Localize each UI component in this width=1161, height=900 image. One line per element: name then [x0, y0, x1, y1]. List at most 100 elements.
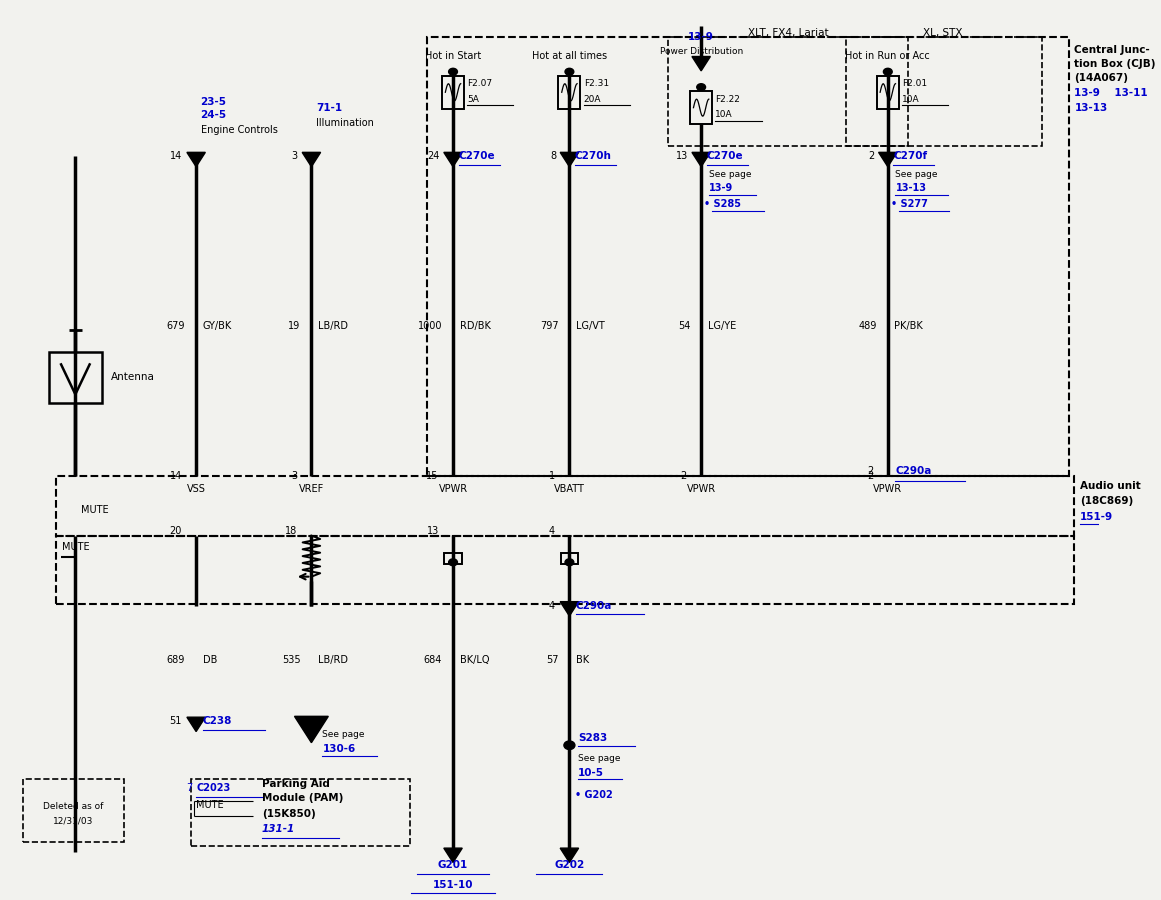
Text: VPWR: VPWR: [439, 483, 468, 493]
Text: (18C869): (18C869): [1080, 496, 1133, 507]
Bar: [190, 779, 410, 846]
Text: C270h: C270h: [575, 151, 612, 161]
Circle shape: [884, 68, 892, 76]
Text: LG/VT: LG/VT: [576, 321, 605, 331]
Text: C290a: C290a: [576, 601, 612, 611]
Text: 489: 489: [858, 321, 877, 331]
Text: C270e: C270e: [707, 151, 743, 161]
Text: 2: 2: [868, 151, 874, 161]
Text: VSS: VSS: [187, 483, 205, 493]
Bar: [877, 76, 899, 109]
Text: 12/31/03: 12/31/03: [53, 817, 93, 826]
Text: Audio unit: Audio unit: [1080, 481, 1141, 491]
Text: 2: 2: [867, 466, 873, 476]
Text: 130-6: 130-6: [323, 743, 355, 753]
Text: 24: 24: [427, 151, 440, 161]
Polygon shape: [295, 716, 329, 742]
Text: PK/BK: PK/BK: [894, 321, 923, 331]
Polygon shape: [302, 152, 320, 166]
Text: LB/RD: LB/RD: [318, 654, 348, 665]
Text: 23-5: 23-5: [201, 96, 226, 107]
Polygon shape: [879, 152, 897, 166]
Text: See page: See page: [578, 753, 621, 762]
Bar: [669, 37, 908, 146]
Text: 24-5: 24-5: [201, 111, 226, 121]
Text: (14A067): (14A067): [1074, 73, 1128, 83]
Text: Hot in Start: Hot in Start: [425, 51, 481, 61]
Text: LB/RD: LB/RD: [318, 321, 348, 331]
Polygon shape: [444, 848, 462, 862]
Text: XLT, FX4, Lariat: XLT, FX4, Lariat: [748, 28, 828, 38]
Text: BK/LQ: BK/LQ: [460, 654, 489, 665]
Bar: [49, 352, 102, 403]
Polygon shape: [561, 848, 578, 862]
Text: 797: 797: [540, 321, 558, 331]
Text: 7: 7: [187, 783, 193, 793]
Text: • S277: • S277: [892, 200, 928, 210]
Text: C270e: C270e: [459, 151, 495, 161]
Text: Engine Controls: Engine Controls: [201, 125, 277, 135]
Text: 679: 679: [167, 321, 185, 331]
Text: G201: G201: [438, 860, 468, 870]
Text: Illumination: Illumination: [316, 118, 374, 128]
Text: 1000: 1000: [418, 321, 442, 331]
Text: MUTE: MUTE: [81, 505, 108, 515]
Text: See page: See page: [895, 170, 938, 179]
Bar: [23, 779, 124, 842]
Bar: [690, 92, 712, 124]
Text: 3: 3: [291, 471, 297, 481]
Text: 13: 13: [426, 526, 439, 536]
Text: MUTE: MUTE: [196, 800, 224, 810]
Text: See page: See page: [709, 170, 751, 179]
Bar: [445, 553, 462, 563]
Text: 51: 51: [170, 716, 182, 726]
Text: 8: 8: [550, 151, 556, 161]
Text: 57: 57: [546, 654, 558, 665]
Text: 13-9: 13-9: [709, 183, 733, 194]
Text: 4: 4: [549, 601, 555, 611]
Text: Module (PAM): Module (PAM): [262, 793, 344, 804]
Text: VPWR: VPWR: [873, 483, 902, 493]
Text: Parking Aid: Parking Aid: [262, 778, 330, 788]
Text: VPWR: VPWR: [686, 483, 715, 493]
Text: 131-1: 131-1: [262, 824, 295, 834]
Circle shape: [448, 68, 457, 76]
Text: BK: BK: [576, 654, 589, 665]
Text: F2.01: F2.01: [902, 79, 928, 88]
Text: 13-13: 13-13: [1074, 103, 1108, 112]
Text: (15K850): (15K850): [262, 809, 316, 819]
Text: 14: 14: [170, 471, 182, 481]
Text: 10A: 10A: [902, 94, 920, 104]
Text: C2023: C2023: [196, 783, 230, 793]
Text: 689: 689: [167, 654, 185, 665]
Text: MUTE: MUTE: [63, 542, 89, 552]
Polygon shape: [692, 152, 711, 166]
Text: RD/BK: RD/BK: [460, 321, 490, 331]
Circle shape: [697, 84, 706, 91]
Bar: [846, 37, 1041, 146]
Text: F2.22: F2.22: [715, 94, 741, 104]
Text: C270f: C270f: [893, 151, 928, 161]
Text: 15: 15: [426, 471, 439, 481]
Text: 14: 14: [170, 151, 182, 161]
Text: See page: See page: [323, 730, 365, 739]
Text: G202: G202: [554, 860, 584, 870]
Text: tion Box (CJB): tion Box (CJB): [1074, 59, 1156, 69]
Text: 13-9    13-11: 13-9 13-11: [1074, 88, 1148, 98]
Text: 20: 20: [170, 526, 182, 536]
Text: 1: 1: [549, 471, 555, 481]
Text: 19: 19: [288, 321, 301, 331]
Text: DB: DB: [203, 654, 217, 665]
Text: S283: S283: [578, 734, 607, 743]
Text: • S285: • S285: [705, 200, 742, 210]
Text: F2.07: F2.07: [468, 79, 492, 88]
Text: XL, STX: XL, STX: [923, 28, 962, 38]
Text: 71-1: 71-1: [316, 103, 342, 112]
Text: GY/BK: GY/BK: [203, 321, 232, 331]
Text: 20A: 20A: [584, 94, 601, 104]
Bar: [56, 536, 1074, 604]
Polygon shape: [561, 152, 578, 166]
Text: 10A: 10A: [715, 110, 733, 119]
Bar: [561, 553, 578, 563]
Bar: [558, 76, 580, 109]
